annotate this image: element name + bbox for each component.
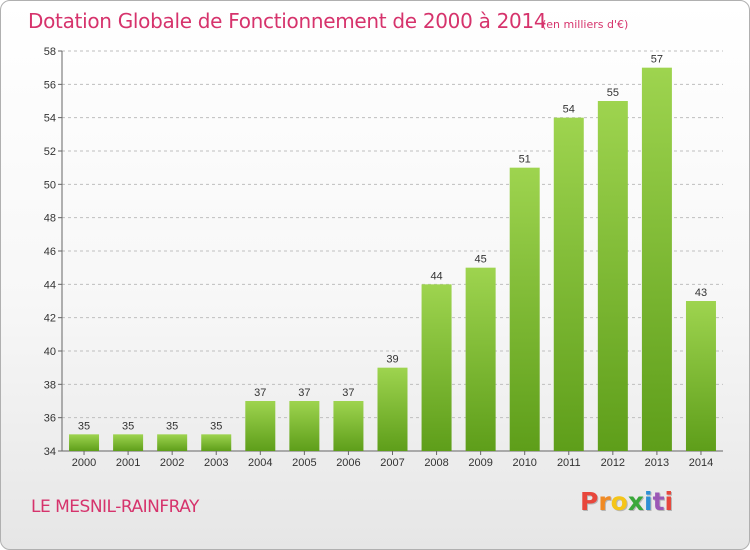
y-tick-label: 48: [44, 213, 56, 225]
x-tick-label-2011: 2011: [557, 457, 581, 469]
y-tick-label: 42: [44, 313, 56, 325]
bar-2004: [245, 401, 276, 451]
bar-2003: [201, 434, 232, 451]
value-label-2010: 51: [519, 154, 531, 166]
bars: [69, 67, 716, 452]
x-tick-label-2000: 2000: [72, 457, 96, 469]
bar-2007: [377, 367, 408, 451]
bar-2014: [685, 301, 716, 451]
y-tick-label: 56: [44, 79, 56, 91]
proxiti-logo: Proxiti: [580, 487, 673, 516]
logo-letter: P: [580, 487, 599, 516]
y-tick-label: 52: [44, 146, 56, 158]
value-label-2008: 44: [430, 270, 442, 282]
bar-2000: [69, 434, 100, 451]
value-label-2000: 35: [78, 420, 90, 432]
y-tick-label: 34: [44, 446, 56, 458]
value-label-2003: 35: [210, 420, 222, 432]
x-tick-label-2004: 2004: [248, 457, 272, 469]
value-label-2001: 35: [122, 420, 134, 432]
y-tick-label: 46: [44, 246, 56, 258]
value-label-2007: 39: [386, 354, 398, 366]
bar-2006: [333, 401, 364, 451]
bar-2011: [553, 117, 584, 452]
x-tick-label-2013: 2013: [645, 457, 669, 469]
y-tick-label: 38: [44, 379, 56, 391]
value-label-2014: 43: [695, 287, 707, 299]
bar-2008: [421, 284, 452, 451]
value-label-2013: 57: [651, 54, 663, 66]
logo-letter: i: [644, 487, 653, 516]
value-label-2011: 54: [563, 104, 575, 116]
y-tick-label: 58: [44, 46, 56, 58]
bar-2012: [597, 101, 628, 451]
x-tick-label-2012: 2012: [601, 457, 625, 469]
x-tick-label-2002: 2002: [160, 457, 184, 469]
value-label-2009: 45: [475, 254, 487, 266]
logo-letter: t: [652, 487, 665, 516]
commune-name: LE MESNIL-RAINFRAY: [31, 497, 199, 517]
x-tick-label-2010: 2010: [512, 457, 536, 469]
y-tick-label: 54: [44, 113, 56, 125]
bar-2002: [157, 434, 188, 451]
bar-2010: [509, 167, 540, 451]
value-label-2005: 37: [298, 387, 310, 399]
y-tick-label: 44: [44, 279, 56, 291]
bar-2013: [641, 67, 672, 452]
bar-2005: [289, 401, 320, 451]
y-tick-label: 40: [44, 346, 56, 358]
value-label-2004: 37: [254, 387, 266, 399]
logo-letter: x: [627, 487, 644, 516]
x-tick-label-2005: 2005: [292, 457, 316, 469]
value-label-2012: 55: [607, 87, 619, 99]
x-tick-label-2003: 2003: [204, 457, 228, 469]
logo-letter: r: [598, 487, 611, 516]
value-labels: 35 35 35 35 37 37 37 39 44 45 51 54 55 57 43: [78, 54, 707, 433]
x-tick-label-2009: 2009: [468, 457, 492, 469]
x-tick-label-2001: 2001: [116, 457, 140, 469]
y-tick-label: 36: [44, 413, 56, 425]
x-tick-label-2008: 2008: [424, 457, 448, 469]
logo-letter: i: [664, 487, 674, 516]
bar-2001: [113, 434, 144, 451]
x-tick-label-2006: 2006: [336, 457, 360, 469]
logo-letter: o: [610, 487, 628, 516]
bar-2009: [465, 267, 496, 451]
x-tick-label-2007: 2007: [380, 457, 404, 469]
x-tick-label-2014: 2014: [689, 457, 713, 469]
value-label-2006: 37: [342, 387, 354, 399]
chart-title: Dotation Globale de Fonctionnement de 20…: [28, 9, 547, 33]
chart-subtitle: (en milliers d'€): [542, 18, 629, 31]
y-tick-label: 50: [44, 179, 56, 191]
value-label-2002: 35: [166, 420, 178, 432]
